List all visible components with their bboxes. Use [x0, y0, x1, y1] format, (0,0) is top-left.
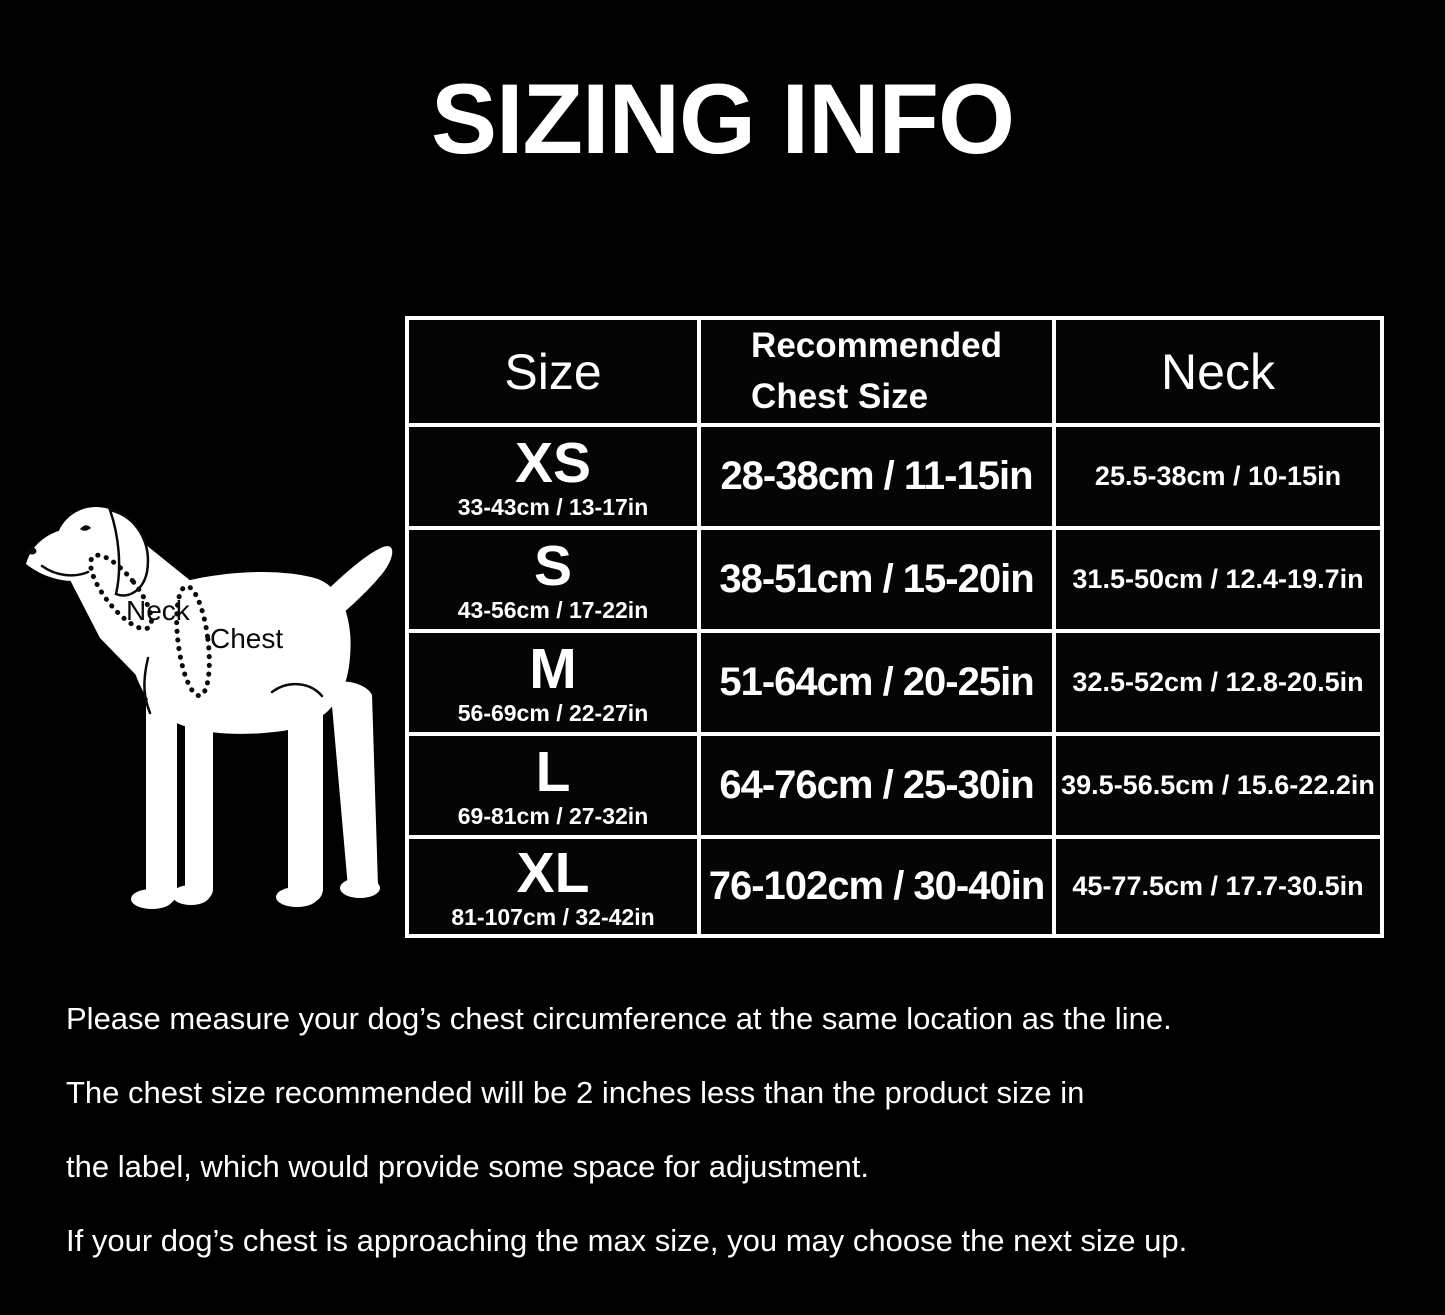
table-row: L 69-81cm / 27-32in 64-76cm / 25-30in 39…: [405, 732, 1384, 839]
size-cell: S 43-56cm / 17-22in: [405, 526, 701, 633]
chest-cell: 76-102cm / 30-40in: [697, 835, 1056, 938]
col-header-chest-line1: Recommended: [751, 325, 1002, 365]
note-line: If your dog’s chest is approaching the m…: [66, 1223, 1188, 1258]
chest-dotted-line: [174, 583, 212, 699]
dog-eye: [80, 525, 91, 531]
table-row: S 43-56cm / 17-22in 38-51cm / 15-20in 31…: [405, 526, 1384, 633]
chest-cell: 28-38cm / 11-15in: [697, 423, 1056, 530]
note-line: The chest size recommended will be 2 inc…: [66, 1075, 1085, 1110]
col-header-neck: Neck: [1052, 316, 1384, 427]
size-cell: M 56-69cm / 22-27in: [405, 629, 701, 736]
neck-cell: 32.5-52cm / 12.8-20.5in: [1052, 629, 1384, 736]
chest-cell: 64-76cm / 25-30in: [697, 732, 1056, 839]
dog-nose: [27, 547, 37, 555]
note-line: Please measure your dog’s chest circumfe…: [66, 1001, 1172, 1036]
size-cell: XS 33-43cm / 13-17in: [405, 423, 701, 530]
table-row: XL 81-107cm / 32-42in 76-102cm / 30-40in…: [405, 835, 1384, 938]
size-cell: XL 81-107cm / 32-42in: [405, 835, 701, 938]
chest-cell: 38-51cm / 15-20in: [697, 526, 1056, 633]
size-label: XL: [516, 840, 590, 905]
size-range: 81-107cm / 32-42in: [451, 903, 655, 930]
note-line: the label, which would provide some spac…: [66, 1149, 869, 1184]
size-label: XS: [514, 430, 592, 495]
size-cell: L 69-81cm / 27-32in: [405, 732, 701, 839]
neck-dotted-line: [88, 552, 154, 632]
neck-cell: 25.5-38cm / 10-15in: [1052, 423, 1384, 530]
col-header-size: Size: [405, 316, 701, 427]
chest-cell: 51-64cm / 20-25in: [697, 629, 1056, 736]
dog-silhouette: [26, 507, 393, 909]
sizing-table: Size Recommended Chest Size Neck XS 33-43…: [405, 316, 1384, 938]
size-label: M: [529, 636, 577, 701]
size-range: 33-43cm / 13-17in: [457, 493, 649, 520]
neck-cell: 31.5-50cm / 12.4-19.7in: [1052, 526, 1384, 633]
page-title: SIZING INFO: [431, 63, 1015, 174]
notes: Please measure your dog’s chest circumfe…: [66, 1000, 1416, 1296]
diagram-chest-label: Chest: [210, 623, 283, 654]
size-range: 69-81cm / 27-32in: [457, 802, 649, 829]
neck-cell: 39.5-56.5cm / 15.6-22.2in: [1052, 732, 1384, 839]
size-label: L: [535, 739, 571, 804]
dog-jaw-line: [40, 564, 90, 577]
dog-foreleg-line: [143, 656, 152, 715]
table-row: XS 33-43cm / 13-17in 28-38cm / 11-15in 2…: [405, 423, 1384, 530]
dog-measurement-diagram: Neck Chest: [20, 498, 398, 930]
size-range: 56-69cm / 22-27in: [457, 699, 649, 726]
col-header-chest-line2: Chest Size: [751, 376, 929, 416]
col-header-chest-text: Recommended Chest Size: [751, 322, 1002, 421]
size-label: S: [533, 533, 573, 598]
diagram-neck-label: Neck: [126, 595, 191, 626]
col-header-chest: Recommended Chest Size: [697, 316, 1056, 427]
dog-thigh-line: [270, 683, 324, 698]
table-header-row: Size Recommended Chest Size Neck: [405, 316, 1384, 427]
neck-cell: 45-77.5cm / 17.7-30.5in: [1052, 835, 1384, 938]
dog-ear: [108, 508, 150, 597]
dog-illustration: Neck Chest: [26, 507, 393, 909]
size-range: 43-56cm / 17-22in: [457, 596, 649, 623]
dog-detail-lines: [40, 508, 324, 715]
table-row: M 56-69cm / 22-27in 51-64cm / 20-25in 32…: [405, 629, 1384, 736]
